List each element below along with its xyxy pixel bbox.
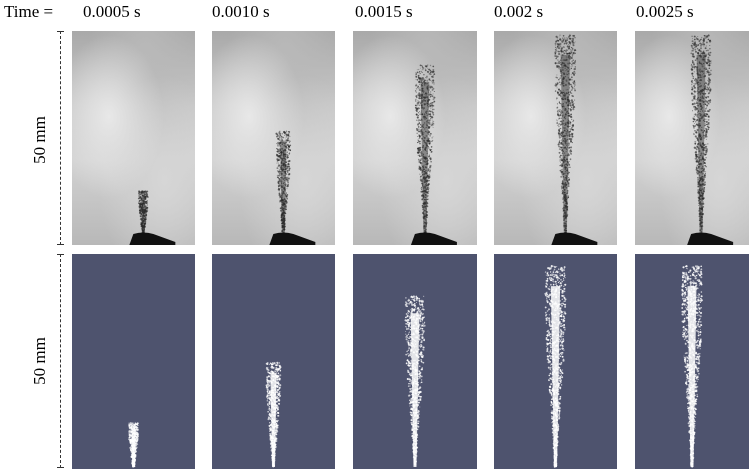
simulation-frame-2 [212,254,335,469]
simulation-frame-1 [72,254,195,469]
scale-bar-bottom [57,254,69,468]
scale-label-bottom: 50 mm [30,337,49,385]
time-label-2: 0.0010 s [212,2,270,21]
experiment-frame-1 [72,31,195,245]
time-label-prefix: Time = [4,2,54,21]
time-label-3: 0.0015 s [355,2,413,21]
time-label-4: 0.002 s [494,2,544,21]
experiment-frame-4 [494,31,617,245]
simulation-frame-4 [494,254,617,469]
simulation-frame-5 [635,254,749,469]
time-label-1: 0.0005 s [83,2,141,21]
time-label-5: 0.0025 s [636,2,694,21]
scale-bar-top [57,31,69,245]
simulation-frame-3 [353,254,477,469]
experiment-frame-5 [635,31,749,245]
experiment-frame-2 [212,31,335,245]
scale-label-top: 50 mm [30,116,49,164]
experiment-frame-3 [353,31,477,245]
